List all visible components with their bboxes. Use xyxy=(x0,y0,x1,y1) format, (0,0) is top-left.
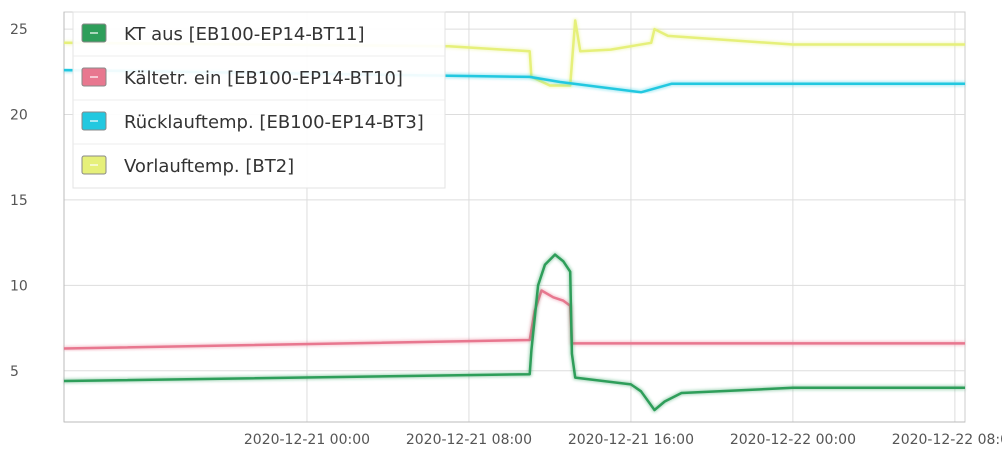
series-layer xyxy=(63,18,965,413)
x-tick-label: 2020-12-22 00:00 xyxy=(730,432,856,448)
x-tick-label: 2020-12-22 08:00 xyxy=(892,432,1002,448)
x-tick-label: 2020-12-21 08:00 xyxy=(406,432,532,448)
y-tick-label: 10 xyxy=(10,278,28,294)
axes xyxy=(63,12,965,423)
legend-label: Vorlauftemp. [BT2] xyxy=(124,156,294,177)
series-line-2 xyxy=(63,68,965,94)
legend-label: Kältetr. ein [EB100-EP14-BT10] xyxy=(124,68,403,89)
legend[interactable]: KT aus [EB100-EP14-BT11] Kältetr. ein [EB… xyxy=(72,11,446,189)
x-tick-label: 2020-12-21 16:00 xyxy=(568,432,694,448)
series-line-1 xyxy=(63,19,965,87)
x-tick-label: 2020-12-21 00:00 xyxy=(244,432,370,448)
series-line-4 xyxy=(63,253,965,412)
y-tick-label: 5 xyxy=(10,364,19,380)
y-tick-label: 20 xyxy=(10,108,28,124)
tick-labels: 5 10 15 20 25 2020-12-21 00:00 2020-12-21 08:0… xyxy=(10,22,1002,448)
y-tick-label: 25 xyxy=(10,22,28,38)
y-tick-label: 15 xyxy=(10,193,28,209)
legend-label: Rücklauftemp. [EB100-EP14-BT3] xyxy=(124,112,424,133)
legend-label: KT aus [EB100-EP14-BT11] xyxy=(124,24,365,45)
